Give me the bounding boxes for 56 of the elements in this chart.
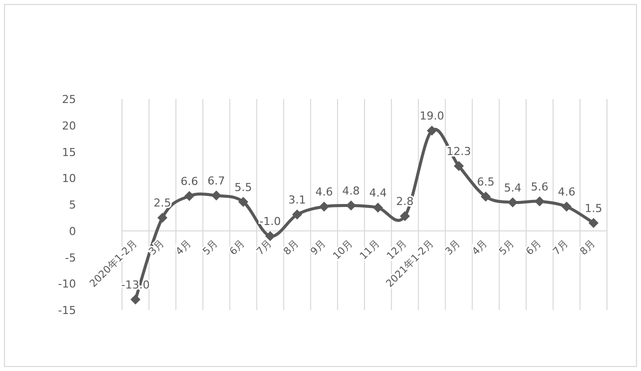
x-tick-label: 6月 — [524, 238, 544, 258]
y-tick-label: 15 — [62, 146, 76, 159]
point — [508, 197, 518, 208]
point — [346, 200, 356, 211]
text: 4.4 — [369, 186, 387, 200]
y-tick-label: -10 — [58, 278, 76, 291]
point — [184, 191, 194, 202]
text: 6.7 — [208, 174, 226, 188]
text: 1.5 — [584, 202, 602, 215]
text: 5.4 — [504, 181, 522, 194]
text: 5.5 — [234, 180, 252, 194]
y-tick-label: 5 — [69, 198, 76, 212]
text: 4.8 — [342, 184, 360, 198]
point — [238, 196, 248, 207]
point — [454, 160, 464, 171]
y-tick-label: 10 — [62, 172, 76, 186]
x-tick-label: 8月 — [578, 238, 598, 258]
y-tick-label: 20 — [62, 119, 76, 132]
y-tick-label: 25 — [62, 93, 76, 106]
text: 6.5 — [477, 176, 494, 189]
point — [292, 210, 302, 220]
y-tick-label: -5 — [65, 251, 76, 264]
text: 4.6 — [315, 186, 333, 199]
x-tick-label: 9月 — [308, 238, 328, 258]
point — [265, 231, 276, 242]
x-tick-label: 7月 — [254, 238, 274, 258]
text: 6.6 — [180, 175, 198, 188]
point — [534, 196, 545, 206]
text: 19.0 — [420, 110, 444, 123]
point — [130, 294, 140, 304]
x-tick-label: 8月 — [282, 238, 302, 258]
x-tick-label: 4月 — [470, 238, 490, 258]
y-tick-label: 0 — [69, 224, 76, 238]
text: 2.5 — [154, 196, 172, 210]
point — [426, 126, 437, 136]
x-tick-label: 5月 — [201, 238, 220, 258]
text: 4.6 — [558, 186, 576, 199]
text: -1.0 — [259, 215, 281, 228]
text: 5.6 — [530, 180, 548, 194]
x-tick-label: 6月 — [228, 238, 248, 258]
y-tick-label: -15 — [58, 304, 76, 317]
point — [400, 211, 410, 222]
x-tick-label: 3月 — [444, 238, 463, 258]
point — [319, 202, 330, 212]
point — [372, 202, 383, 213]
point — [588, 218, 599, 228]
x-tick-label: 11月 — [358, 238, 382, 262]
x-tick-label: 4月 — [174, 238, 194, 258]
x-tick-label: 5月 — [497, 238, 517, 258]
x-tick-label: 10月 — [331, 238, 356, 262]
point — [211, 190, 222, 201]
point — [480, 192, 491, 202]
point — [562, 202, 572, 212]
x-tick-label: 7月 — [551, 238, 571, 258]
point — [157, 212, 168, 223]
text: 3.1 — [288, 194, 306, 207]
